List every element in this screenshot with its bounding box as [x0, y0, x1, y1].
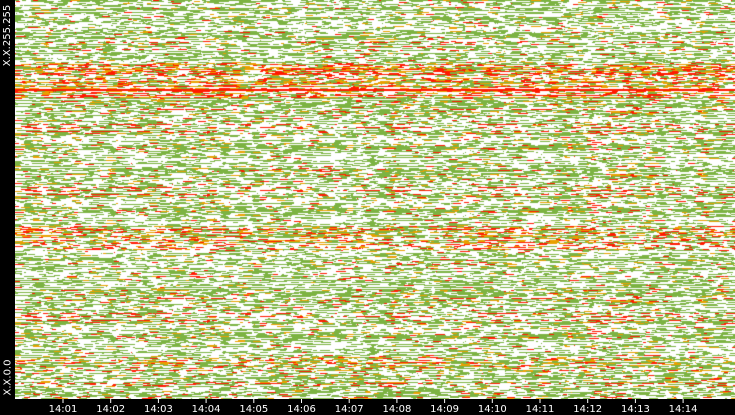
x-tick-label: 14:13 [621, 404, 650, 415]
x-tick-label: 14:14 [669, 404, 698, 415]
y-tick-label-top: X.X.255.255 [2, 4, 14, 66]
x-tick-label: 14:10 [478, 404, 507, 415]
x-tick-label: 14:01 [49, 404, 78, 415]
x-tick-label: 14:02 [96, 404, 125, 415]
x-tick-label: 14:08 [382, 404, 411, 415]
heatmap-plot-area [15, 0, 735, 399]
x-tick-label: 14:05 [239, 404, 268, 415]
x-tick-label: 14:07 [335, 404, 364, 415]
x-tick-label: 14:12 [573, 404, 602, 415]
y-tick-label-bottom: X.X.0.0 [2, 359, 13, 395]
x-tick-label: 14:09 [430, 404, 459, 415]
x-tick-label: 14:04 [192, 404, 221, 415]
x-tick-label: 14:06 [287, 404, 316, 415]
x-tick-label: 14:11 [526, 404, 555, 415]
x-axis: 14:01 14:02 14:03 14:04 14:05 14:06 14:07 14:08… [49, 399, 698, 415]
x-tick-label: 14:03 [144, 404, 173, 415]
